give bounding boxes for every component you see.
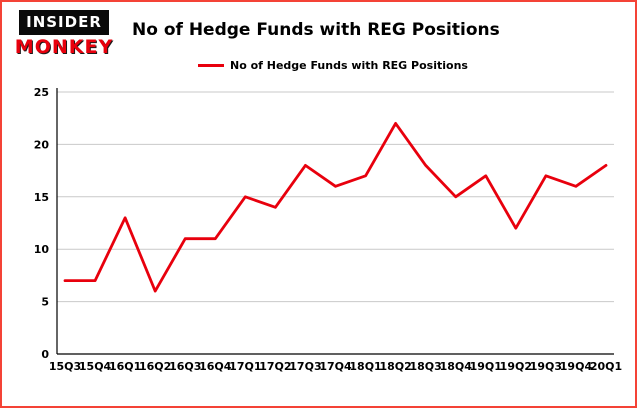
x-axis-label: 17Q2 xyxy=(259,360,291,373)
x-axis-label: 17Q4 xyxy=(319,360,352,373)
x-axis-label: 16Q3 xyxy=(169,360,201,373)
x-axis-label: 18Q2 xyxy=(379,360,411,373)
insider-monkey-logo: INSIDER MONKEY xyxy=(12,10,116,58)
y-axis-label: 20 xyxy=(34,138,50,151)
x-axis-label: 16Q2 xyxy=(139,360,171,373)
hedge-funds-line xyxy=(63,122,608,293)
legend-line-swatch xyxy=(198,64,224,67)
logo-insider-text: INSIDER xyxy=(19,10,109,35)
x-axis-label: 16Q1 xyxy=(109,360,141,373)
x-axis-label: 19Q3 xyxy=(530,360,562,373)
x-axis-label: 19Q1 xyxy=(470,360,502,373)
y-axis-label: 0 xyxy=(41,348,49,361)
x-axis-label: 20Q1 xyxy=(590,360,622,373)
x-axis-label: 18Q1 xyxy=(349,360,381,373)
x-axis-label: 19Q4 xyxy=(560,360,593,373)
x-axis-label: 15Q3 xyxy=(49,360,81,373)
y-axis-label: 10 xyxy=(34,243,50,256)
x-axis-label: 18Q3 xyxy=(410,360,442,373)
x-axis-label: 17Q1 xyxy=(229,360,261,373)
x-axis-label: 15Q4 xyxy=(79,360,112,373)
y-axis-label: 25 xyxy=(34,86,49,99)
x-axis-label: 17Q3 xyxy=(289,360,321,373)
y-axis-label: 5 xyxy=(41,296,49,309)
x-axis-label: 19Q2 xyxy=(500,360,532,373)
chart-legend: No of Hedge Funds with REG Positions xyxy=(198,59,468,72)
x-axis-label: 16Q4 xyxy=(199,360,232,373)
logo-monkey-text: MONKEY xyxy=(14,36,114,58)
page-title: No of Hedge Funds with REG Positions xyxy=(132,20,500,40)
legend-label: No of Hedge Funds with REG Positions xyxy=(230,59,468,72)
x-axis-label: 18Q4 xyxy=(440,360,473,373)
y-axis-label: 15 xyxy=(34,191,49,204)
